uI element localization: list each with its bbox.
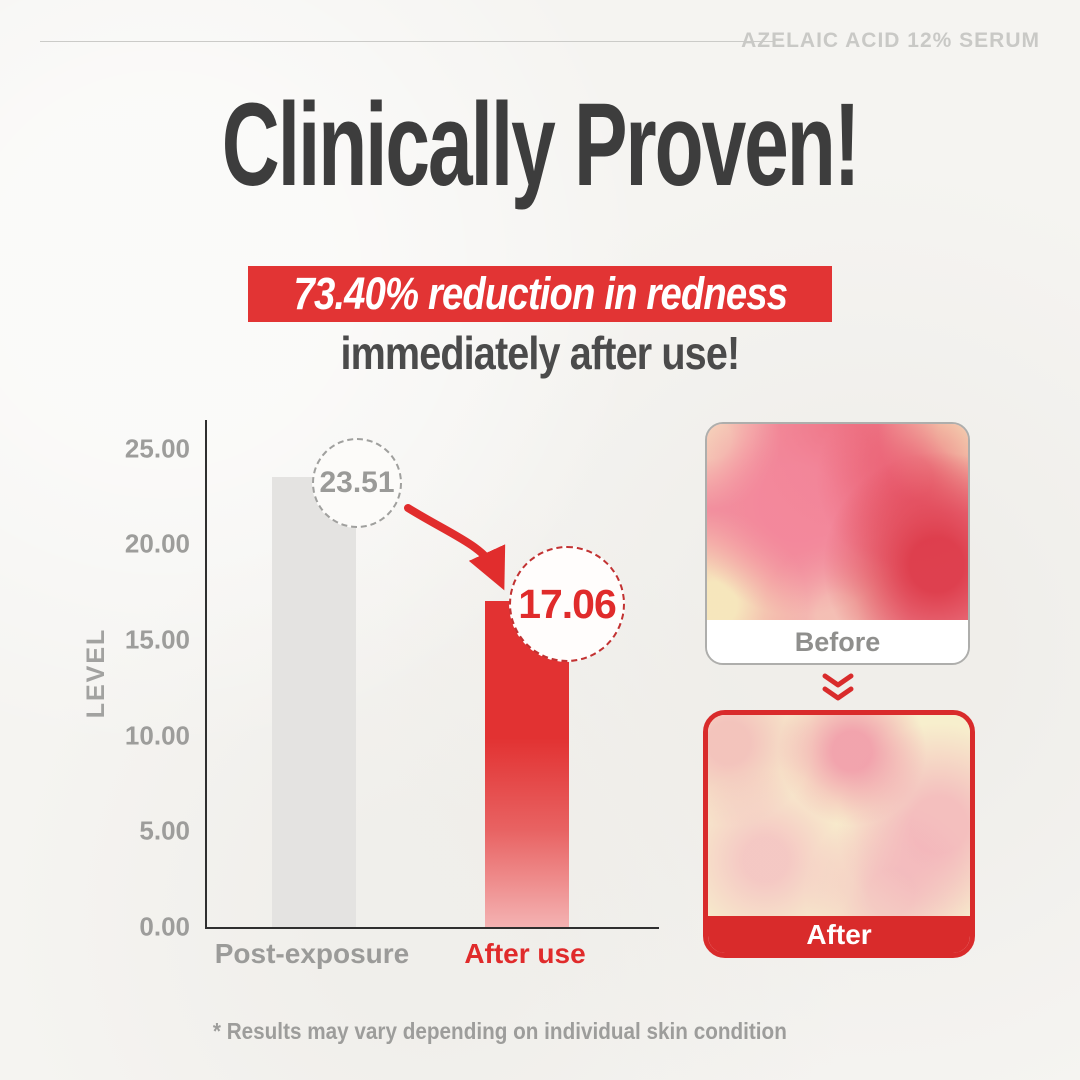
plot-area [205,420,659,929]
double-chevron-down-icon [822,673,854,701]
footnote: * Results may vary depending on individu… [213,1018,787,1044]
page-title: Clinically Proven! [221,79,861,211]
y-tick: 20.00 [124,528,190,559]
value-after-use: 17.06 [518,580,617,627]
value-badge-post-exposure: 23.51 [312,438,402,528]
value-badge-after-use: 17.06 [509,546,625,662]
stat-banner-text: 73.40% reduction in redness [293,268,787,319]
bar-post-exposure [272,477,356,927]
before-label: Before [707,620,968,663]
page-title-wrap: Clinically Proven! [0,79,1080,211]
x-label-post-exposure: Post-exposure [214,938,410,969]
before-skin-image [707,424,968,620]
subtitle: immediately after use! [340,327,741,379]
x-label-after-use: After use [464,938,586,969]
after-skin-image [708,715,970,916]
y-tick: 0.00 [139,911,190,942]
stat-banner: 73.40% reduction in redness [248,266,832,322]
y-tick: 25.00 [124,433,190,464]
y-tick: 5.00 [139,815,190,846]
before-card: Before [705,422,970,665]
after-label: After [708,916,970,953]
y-tick: 15.00 [124,624,190,655]
y-tick: 10.00 [124,720,190,751]
y-axis-ticks: 25.00 20.00 15.00 10.00 5.00 0.00 [78,420,190,941]
header-divider-line [40,41,775,42]
value-post-exposure: 23.51 [319,466,395,499]
brand-text: AZELAIC ACID 12% SERUM [741,29,1040,52]
footnote-wrap: * Results may vary depending on individu… [0,1018,1040,1045]
curved-arrow-icon [404,504,506,591]
after-card: After [703,710,975,958]
subtitle-wrap: immediately after use! [0,326,1080,380]
